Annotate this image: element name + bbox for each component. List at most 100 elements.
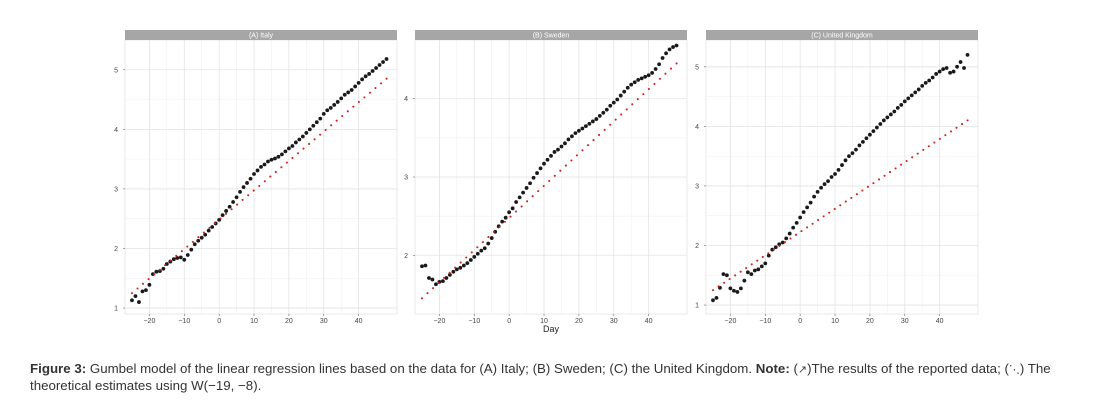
data-point bbox=[874, 125, 879, 130]
theoretical-point bbox=[905, 159, 908, 163]
theoretical-point bbox=[933, 141, 936, 144]
x-tick-label: −20 bbox=[143, 318, 155, 325]
theoretical-point bbox=[811, 222, 814, 225]
theoretical-point bbox=[158, 268, 161, 271]
theoretical-point bbox=[443, 276, 446, 279]
x-tick-label: 0 bbox=[798, 318, 802, 325]
data-point bbox=[203, 232, 208, 237]
data-point bbox=[738, 286, 743, 291]
data-point bbox=[461, 263, 466, 268]
data-point bbox=[154, 269, 159, 274]
data-point bbox=[458, 265, 463, 270]
y-tick-label: 1 bbox=[695, 303, 699, 310]
theoretical-point bbox=[454, 266, 457, 269]
data-point bbox=[531, 175, 536, 180]
theoretical-point bbox=[374, 86, 377, 90]
theoretical-point bbox=[197, 236, 200, 239]
theoretical-point bbox=[191, 240, 194, 243]
data-point bbox=[937, 69, 942, 74]
theoretical-point bbox=[872, 182, 875, 185]
data-point bbox=[671, 45, 675, 49]
data-point bbox=[356, 80, 361, 85]
theoretical-point bbox=[767, 252, 770, 255]
theoretical-point bbox=[631, 103, 634, 106]
data-point bbox=[130, 298, 134, 303]
data-point bbox=[735, 290, 740, 294]
panel-title: (C) United Kingdom bbox=[811, 33, 873, 40]
data-point bbox=[144, 288, 148, 293]
caption-text-1: Gumbel model of the linear regression li… bbox=[86, 361, 756, 376]
data-point bbox=[843, 158, 848, 163]
theoretical-point bbox=[877, 178, 881, 181]
data-point bbox=[220, 213, 225, 218]
data-point bbox=[266, 159, 270, 164]
theoretical-point bbox=[241, 198, 244, 201]
panel-strip bbox=[125, 30, 397, 40]
data-point bbox=[791, 225, 796, 230]
caption-text-2: ( bbox=[789, 361, 798, 376]
data-point bbox=[759, 264, 764, 269]
theoretical-point bbox=[274, 170, 277, 173]
theoretical-point bbox=[745, 266, 748, 270]
data-point bbox=[629, 82, 634, 87]
y-tick-label: 3 bbox=[114, 186, 118, 193]
data-point bbox=[479, 248, 484, 253]
data-point bbox=[604, 107, 609, 112]
theoretical-point bbox=[772, 248, 775, 251]
data-point bbox=[514, 200, 519, 204]
panel-title: (B) Sweden bbox=[533, 33, 570, 40]
theoretical-point bbox=[537, 190, 540, 193]
data-point bbox=[444, 276, 449, 280]
data-point bbox=[224, 209, 229, 213]
theoretical-point bbox=[470, 251, 473, 254]
data-point bbox=[360, 77, 365, 82]
theoretical-point bbox=[368, 91, 371, 94]
data-point bbox=[269, 157, 274, 162]
data-point bbox=[346, 90, 351, 95]
caption-label: Figure 3: bbox=[30, 361, 87, 376]
data-point bbox=[328, 106, 333, 110]
theoretical-point bbox=[180, 250, 183, 253]
data-point bbox=[342, 92, 347, 97]
data-point bbox=[833, 172, 837, 176]
data-point bbox=[559, 144, 564, 149]
data-point bbox=[307, 127, 312, 132]
data-point bbox=[171, 257, 176, 262]
theoretical-point bbox=[647, 87, 650, 91]
theoretical-point bbox=[476, 246, 479, 249]
theoretical-point bbox=[728, 278, 731, 281]
theoretical-point bbox=[620, 113, 623, 116]
y-tick-label: 5 bbox=[695, 64, 699, 71]
theoretical-point bbox=[592, 139, 595, 142]
data-point bbox=[941, 67, 946, 72]
data-point bbox=[210, 225, 215, 229]
y-tick-label: 4 bbox=[404, 96, 408, 103]
data-point bbox=[238, 189, 242, 194]
data-point bbox=[787, 231, 792, 236]
data-point bbox=[636, 78, 641, 82]
data-point bbox=[434, 282, 438, 287]
data-point bbox=[955, 64, 959, 69]
data-point bbox=[836, 167, 841, 172]
data-point bbox=[241, 185, 246, 190]
data-point bbox=[563, 141, 567, 146]
theoretical-point bbox=[850, 196, 853, 199]
data-point bbox=[500, 219, 505, 224]
data-point bbox=[611, 100, 616, 105]
data-point bbox=[451, 269, 456, 274]
data-point bbox=[521, 190, 526, 195]
data-point bbox=[528, 181, 532, 186]
data-point bbox=[227, 204, 232, 209]
data-point bbox=[864, 136, 869, 141]
theoretical-point bbox=[722, 281, 726, 284]
data-point bbox=[784, 236, 789, 241]
data-point bbox=[549, 153, 553, 158]
data-point bbox=[840, 163, 844, 167]
theoretical-point bbox=[431, 287, 435, 290]
data-point bbox=[902, 99, 907, 104]
theoretical-point bbox=[213, 222, 217, 225]
data-point bbox=[314, 120, 319, 125]
theoretical-point bbox=[202, 231, 205, 234]
theoretical-point bbox=[609, 123, 612, 126]
data-point bbox=[878, 122, 883, 126]
